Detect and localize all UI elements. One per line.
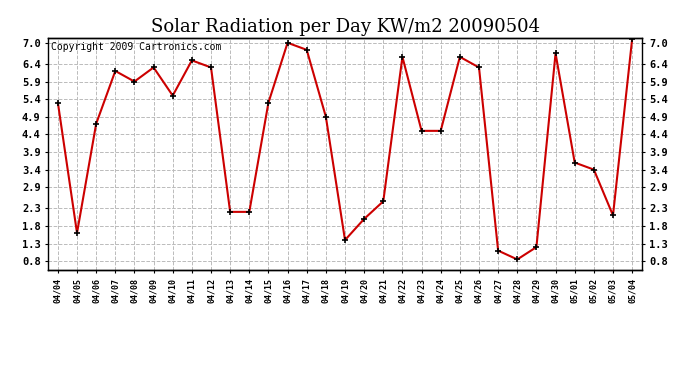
Title: Solar Radiation per Day KW/m2 20090504: Solar Radiation per Day KW/m2 20090504 — [150, 18, 540, 36]
Text: Copyright 2009 Cartronics.com: Copyright 2009 Cartronics.com — [51, 42, 221, 52]
